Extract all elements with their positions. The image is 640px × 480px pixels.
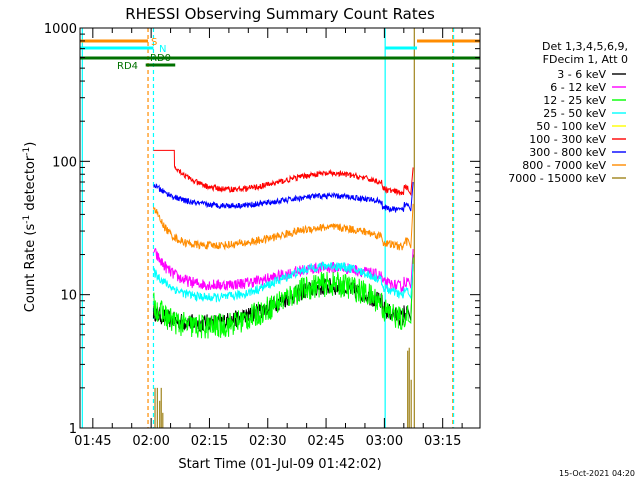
y-tick-label: 1 xyxy=(69,422,77,437)
series-line xyxy=(153,203,414,251)
legend-entry: 25 - 50 keV xyxy=(543,107,606,120)
legend-entry: 3 - 6 keV xyxy=(557,68,606,81)
series-line xyxy=(153,247,414,293)
legend-entry: 7000 - 15000 keV xyxy=(508,172,606,185)
x-tick-label: 01:45 xyxy=(74,434,111,449)
plot-frame xyxy=(79,27,481,429)
legend-header: Det 1,3,4,5,6,9, xyxy=(542,40,628,53)
y-axis-label: Count Rate (s-1 detector-1) xyxy=(22,142,38,313)
plot-data xyxy=(81,28,455,428)
y-tick-label: 1000 xyxy=(44,22,77,37)
x-tick-label: 03:00 xyxy=(366,434,403,449)
series-line xyxy=(153,149,414,196)
x-tick-label: 03:15 xyxy=(424,434,461,449)
legend-entry: 300 - 800 keV xyxy=(529,146,606,159)
series-line xyxy=(153,261,414,303)
y-tick-label: 100 xyxy=(52,155,77,170)
legend-header: FDecim 1, Att 0 xyxy=(543,53,628,66)
x-tick-label: 02:30 xyxy=(249,434,286,449)
series-line xyxy=(153,257,414,339)
series-line xyxy=(153,181,414,213)
x-tick-label: 02:15 xyxy=(191,434,228,449)
flag-label-rd0: RD0 xyxy=(150,53,171,64)
legend: Det 1,3,4,5,6,9,FDecim 1, Att 0 3 - 6 keV… xyxy=(508,40,628,185)
x-axis-label: Start Time (01-Jul-09 01:42:02) xyxy=(178,457,381,472)
x-tick-label: 02:45 xyxy=(307,434,344,449)
legend-entry: 800 - 7000 keV xyxy=(522,159,606,172)
legend-entry: 6 - 12 keV xyxy=(550,81,606,94)
flag-label-rd4: RD4 xyxy=(117,61,138,72)
footer-date: 15-Oct-2021 04:20 xyxy=(559,469,635,478)
plot-axes: 1 10 100 1000 01:45 02:00 02:15 02:30 02:45 03:00… xyxy=(44,22,481,449)
x-tick-label: 02:00 xyxy=(132,434,169,449)
flag-label-n: N xyxy=(159,44,166,55)
legend-entry: 12 - 25 keV xyxy=(543,94,606,107)
y-tick-label: 10 xyxy=(60,289,77,304)
flag-label-s: S xyxy=(151,37,157,48)
legend-entry: 50 - 100 keV xyxy=(536,120,606,133)
legend-entry: 100 - 300 keV xyxy=(529,133,606,146)
chart-title: RHESSI Observing Summary Count Rates xyxy=(125,5,435,23)
